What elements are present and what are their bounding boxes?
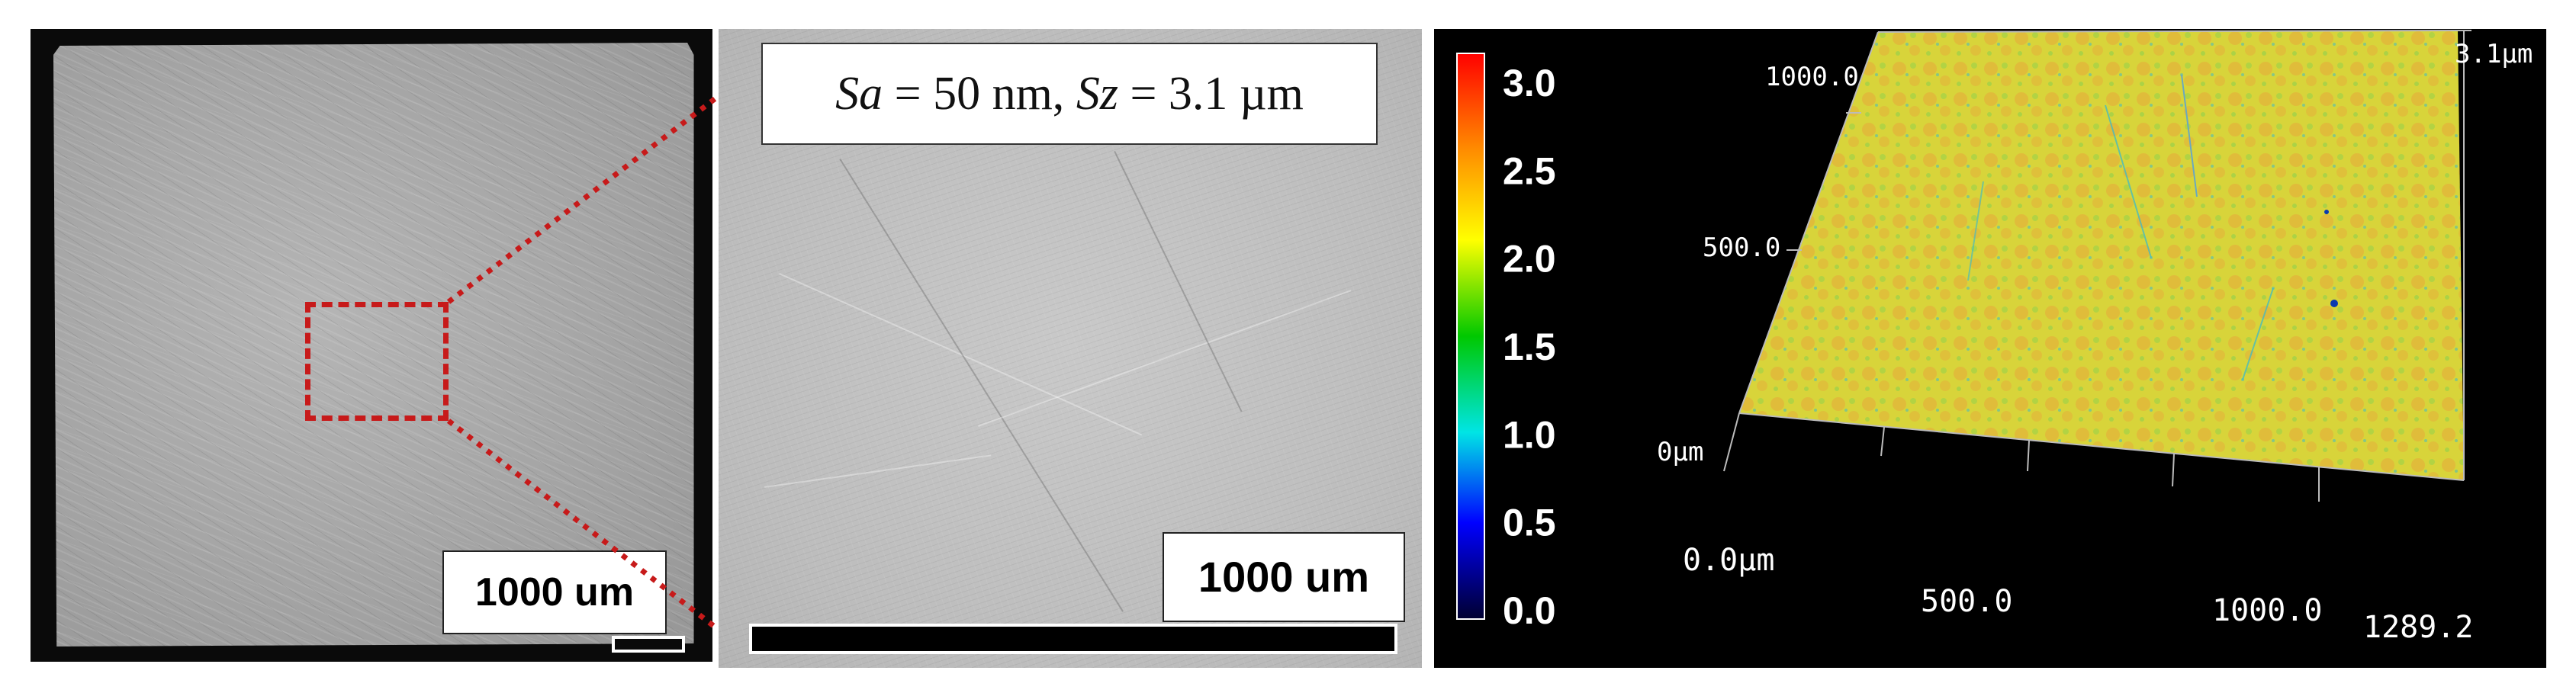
surface-pit <box>2330 300 2338 307</box>
depth-axis-line <box>1723 412 1740 472</box>
scale-bar-b <box>749 624 1397 654</box>
surface-scratch <box>2105 104 2152 258</box>
scratch-mark <box>978 290 1352 427</box>
x-origin-label: 0.0µm <box>1683 543 1774 578</box>
top-edge-line <box>1877 30 2472 33</box>
z-top-label: 3.1µm <box>2455 39 2533 69</box>
scratch-mark <box>839 159 1124 612</box>
colorbar-tick-label: 0.0 <box>1503 589 1556 632</box>
low-magnification-surface-image: 1000 um <box>31 29 712 662</box>
sa-value: = 50 nm, <box>883 68 1076 120</box>
x-axis-tick <box>2172 453 2175 487</box>
scale-label-b: 1000 um <box>1163 532 1405 622</box>
sa-symbol: Sa <box>835 68 883 120</box>
colorbar-tick-label: 2.5 <box>1503 149 1556 192</box>
z-bottom-label: 0µm <box>1657 437 1703 467</box>
roughness-label: Sa = 50 nm, Sz = 3.1 µm <box>761 43 1378 145</box>
colorbar-tick-label: 1.0 <box>1503 413 1556 456</box>
x-label-500: 500.0 <box>1921 584 2012 619</box>
height-map-3d: 3.0 2.5 2.0 1.5 1.0 0.5 0.0 3.1µm 1000.0 500.0… <box>1434 29 2546 668</box>
colorbar-tick-label: 3.0 <box>1503 62 1556 104</box>
scratch-mark <box>1114 151 1243 412</box>
sz-value: = 3.1 µm <box>1118 68 1304 120</box>
x-axis-line <box>1738 412 2465 481</box>
y-label-500: 500.0 <box>1703 233 1780 263</box>
x-label-1000: 1000.0 <box>2212 593 2323 628</box>
colorbar <box>1456 53 1485 620</box>
colorbar-tick-label: 1.5 <box>1503 326 1556 368</box>
zoomed-sem-image: Sa = 50 nm, Sz = 3.1 µm 1000 um <box>719 29 1422 668</box>
y-label-1000: 1000.0 <box>1765 62 1859 92</box>
x-axis-tick <box>1880 426 1885 457</box>
colorbar-ticks: 3.0 2.5 2.0 1.5 1.0 0.5 0.0 <box>1503 62 1556 632</box>
surface-scratch <box>1967 181 1984 281</box>
z-axis-line <box>1738 31 1879 414</box>
scale-bar-a <box>612 636 685 653</box>
zoom-region-box <box>305 302 449 421</box>
colorbar-tick-label: 0.5 <box>1503 502 1556 544</box>
scratch-mark <box>764 454 992 488</box>
sz-symbol: Sz <box>1076 68 1118 120</box>
x-axis-tick <box>2027 440 2030 472</box>
surface-scratch <box>2242 287 2274 380</box>
scale-label-a: 1000 um <box>442 550 667 634</box>
x-end-label: 1289.2 <box>2363 610 2474 645</box>
height-map-svg: 3.0 2.5 2.0 1.5 1.0 0.5 0.0 3.1µm 1000.0 500.0… <box>1456 30 2533 645</box>
surface-pit <box>2324 210 2329 214</box>
colorbar-tick-label: 2.0 <box>1503 238 1556 281</box>
surface-plane <box>1739 30 2464 480</box>
surface-scratch <box>2181 74 2198 197</box>
